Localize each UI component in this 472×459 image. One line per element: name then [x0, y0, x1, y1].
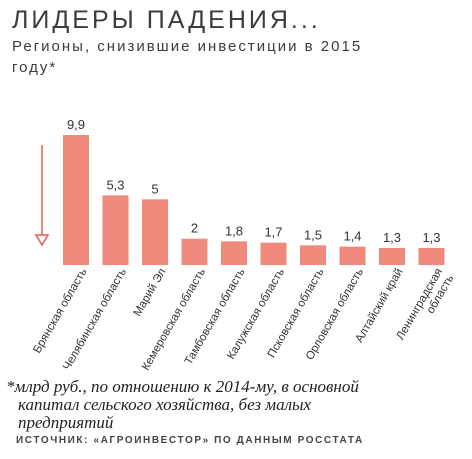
value-label: 1,3 [422, 230, 440, 245]
value-label: 1,4 [343, 229, 361, 244]
bar [339, 246, 366, 265]
bar [221, 241, 247, 265]
bar [379, 247, 405, 265]
value-label: 9,9 [67, 117, 85, 132]
bar [260, 242, 287, 265]
category-label: Марий Эл [132, 267, 169, 319]
bar [102, 195, 129, 265]
value-label: 1,5 [304, 227, 322, 242]
bar [63, 135, 89, 265]
chart-subtitle: Регионы, снизившие инвестиции в 2015 год… [12, 38, 363, 76]
bar-chart: 9,95,3 52 1,8 1,7 1,5 1,4 1,3 1,3 Брянская обла… [31, 117, 456, 373]
footnote-line-3: предприятий [18, 413, 114, 432]
value-label: 5,3 [106, 177, 124, 192]
category-label: Ленинградскаяобласть [394, 267, 456, 349]
value-label: 1,3 [383, 230, 401, 245]
footnote-line-1: *млрд руб., по отношению к 2014-му, в ос… [6, 377, 359, 396]
down-arrow-icon [34, 145, 50, 247]
arrow-head [34, 234, 50, 247]
bar [181, 238, 208, 265]
value-label: 5 [151, 181, 158, 196]
value-label: 1,7 [264, 225, 282, 240]
footnote-line-2: капитал сельского хозяйства, без малых [18, 395, 312, 414]
bar [418, 247, 445, 265]
value-label: 1,8 [225, 223, 243, 238]
chart-title: ЛИДЕРЫ ПАДЕНИЯ... [12, 6, 321, 34]
footnote: *млрд руб., по отношению к 2014-му, в ос… [6, 378, 466, 432]
bar [142, 199, 168, 265]
bar [300, 245, 326, 265]
value-label: 2 [191, 221, 198, 236]
source-note: ИСТОЧНИК: «АГРОИНВЕСТОР» ПО ДАННЫМ РОССТ… [16, 435, 364, 446]
